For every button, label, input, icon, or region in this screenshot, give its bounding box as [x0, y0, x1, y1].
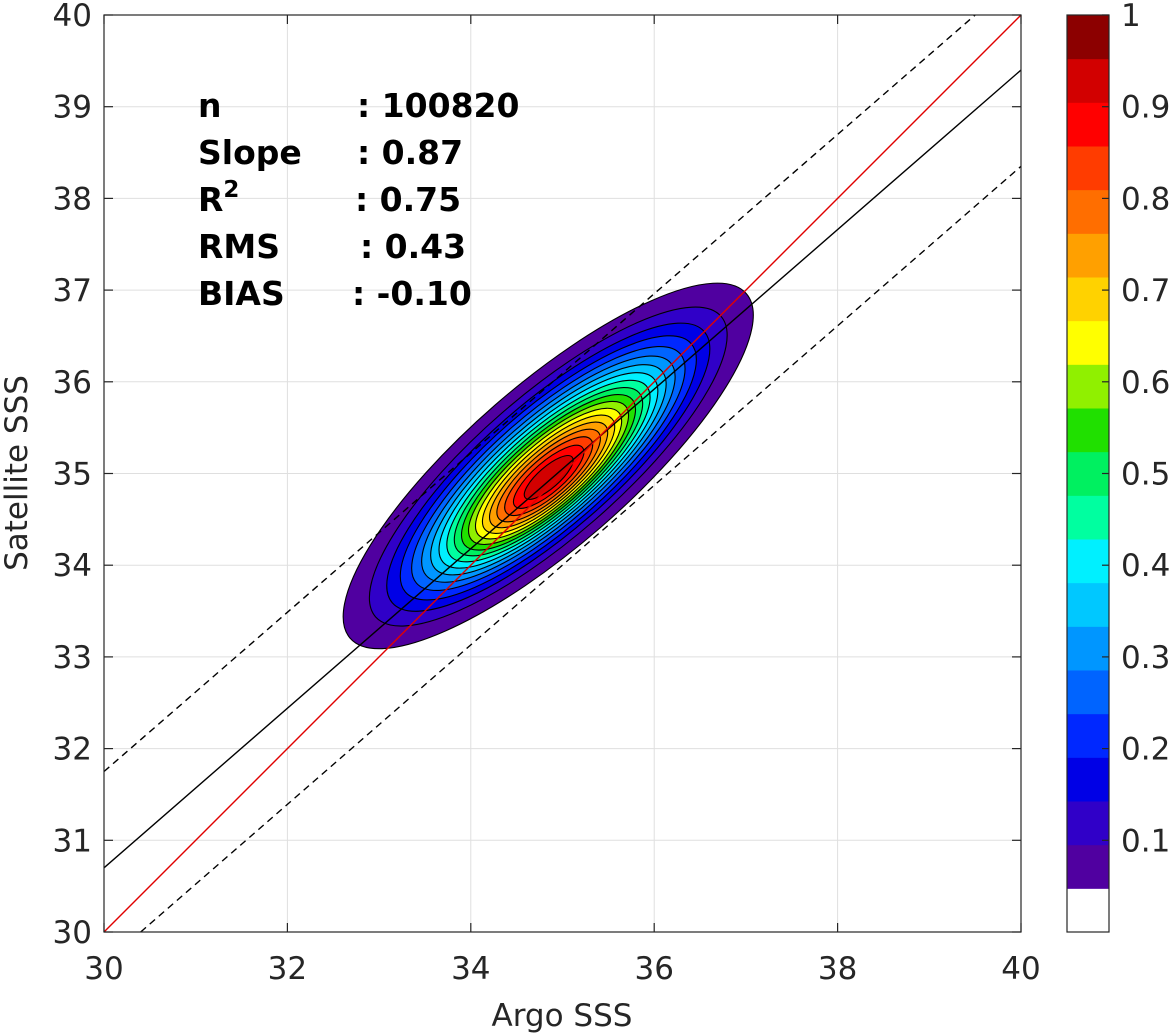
- colorbar-segment: [1067, 888, 1109, 933]
- x-tick-label: 40: [1001, 951, 1040, 987]
- fit-lower-bound-line: [140, 165, 1021, 932]
- x-tick-label: 38: [818, 951, 857, 987]
- density-contours: [342, 282, 754, 650]
- y-tick-label: 36: [53, 365, 92, 401]
- colorbar: 0.1 0.2 0.3 0.4 0.5 0.6 0.7 0.8 0.9 1: [1066, 0, 1170, 933]
- y-tick-label: 40: [53, 0, 92, 34]
- stat-label: RMS: [198, 227, 280, 266]
- colorbar-segment: [1067, 320, 1109, 365]
- colorbar-tick-label: 0.8: [1121, 181, 1170, 217]
- colorbar-segment: [1067, 15, 1109, 60]
- y-axis-label: Satellite SSS: [0, 375, 35, 571]
- stat-value: : 0.43: [360, 227, 466, 266]
- y-tick-label: 38: [53, 181, 92, 217]
- colorbar-segment: [1067, 233, 1109, 278]
- x-tick-label: 32: [268, 951, 307, 987]
- colorbar-tick-label: 0.4: [1121, 548, 1170, 584]
- colorbar-segment: [1067, 102, 1109, 147]
- stat-value: : 100820: [357, 86, 519, 125]
- colorbar-segment: [1067, 539, 1109, 584]
- x-axis-label: Argo SSS: [492, 998, 633, 1034]
- colorbar-tick-label: 0.6: [1121, 365, 1170, 401]
- fit-upper-bound-line: [104, 15, 976, 773]
- colorbar-tick-label: 0.5: [1121, 457, 1170, 493]
- y-tick-label: 30: [53, 915, 92, 951]
- stat-label: n: [198, 86, 222, 125]
- colorbar-segment: [1067, 844, 1109, 889]
- colorbar-tick-label: 1: [1121, 0, 1141, 34]
- stat-value: : -0.10: [352, 274, 472, 313]
- stat-superscript: 2: [223, 177, 239, 203]
- stat-label: Slope: [198, 133, 302, 172]
- y-tick-label: 32: [53, 732, 92, 768]
- colorbar-segment: [1067, 189, 1109, 234]
- colorbar-tick-label: 0.9: [1121, 90, 1170, 126]
- y-tick-label: 39: [53, 90, 92, 126]
- contour-level-0.95: [523, 455, 574, 500]
- identity-line: [104, 15, 1021, 932]
- y-tick-label: 34: [53, 548, 92, 584]
- colorbar-segment: [1067, 58, 1109, 103]
- colorbar-segment: [1067, 364, 1109, 409]
- colorbar-segment: [1067, 670, 1109, 715]
- colorbar-tick-label: 0.7: [1121, 273, 1170, 309]
- colorbar-segment: [1067, 582, 1109, 627]
- stat-value: : 0.87: [357, 133, 463, 172]
- colorbar-segment: [1067, 713, 1109, 758]
- colorbar-segment: [1067, 146, 1109, 191]
- stat-value: : 0.75: [355, 180, 461, 219]
- colorbar-segment: [1067, 495, 1109, 540]
- x-tick-label: 34: [451, 951, 490, 987]
- x-tick-labels: 30 32 34 36 38 40: [84, 951, 1040, 987]
- colorbar-segment: [1067, 408, 1109, 453]
- colorbar-segment: [1067, 757, 1109, 802]
- reference-lines: [104, 15, 1021, 932]
- y-tick-labels: 30 31 32 33 34 35 36 37 38 39 40: [53, 0, 92, 951]
- y-tick-label: 35: [53, 457, 92, 493]
- axis-ticks: [103, 14, 1022, 933]
- y-tick-label: 37: [53, 273, 92, 309]
- colorbar-segment: [1067, 277, 1109, 322]
- y-tick-label: 31: [53, 823, 92, 859]
- regression-fit-line: [104, 69, 1021, 869]
- x-tick-label: 30: [84, 951, 123, 987]
- stat-label: BIAS: [198, 274, 285, 313]
- colorbar-tick-label: 0.1: [1121, 823, 1170, 859]
- colorbar-segment: [1067, 801, 1109, 846]
- colorbar-tick-label: 0.3: [1121, 640, 1170, 676]
- x-tick-label: 36: [634, 951, 673, 987]
- colorbar-tick-label: 0.2: [1121, 732, 1170, 768]
- colorbar-segment: [1067, 626, 1109, 671]
- y-tick-label: 33: [53, 640, 92, 676]
